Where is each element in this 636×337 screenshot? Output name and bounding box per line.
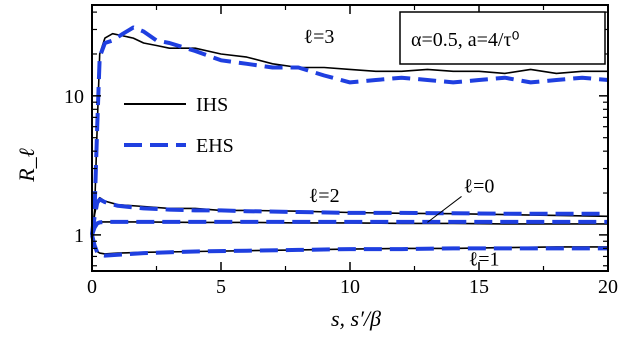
legend: IHS EHS <box>124 94 234 157</box>
series-line-ehs-1 <box>90 25 609 236</box>
curve-label-2: ℓ=0 <box>464 175 495 197</box>
curve-label-1: ℓ=2 <box>309 185 340 207</box>
series-layer <box>90 25 609 258</box>
x-tick-label: 15 <box>469 276 489 298</box>
axes-layer: 0 5 10 15 20 1 10 <box>64 4 618 298</box>
x-tick-label: 0 <box>87 276 97 298</box>
series-line-ihs-0 <box>91 32 608 235</box>
x-tick-label: 20 <box>598 276 618 298</box>
y-tick-label: 1 <box>74 225 84 247</box>
x-tick-label: 5 <box>216 276 226 298</box>
legend-label-ehs: EHS <box>196 135 234 157</box>
series-line-ehs-5 <box>90 219 608 236</box>
series-line-ehs-3 <box>90 197 608 236</box>
series-line-ihs-2 <box>91 196 609 236</box>
legend-label-ihs: IHS <box>196 94 228 116</box>
curve-label-0: ℓ=3 <box>304 26 335 48</box>
curve-label-leader <box>427 196 462 223</box>
parameter-box: α=0.5, a=4/τ⁰ <box>399 11 606 65</box>
annotation-layer: ℓ=3 ℓ=2 ℓ=0 ℓ=1 <box>304 26 500 271</box>
y-axis-title: R_ℓ <box>14 147 39 182</box>
y-tick-label: 10 <box>64 86 84 108</box>
curve-label-3: ℓ=1 <box>469 249 500 271</box>
parameter-text: α=0.5, a=4/τ⁰ <box>411 29 520 51</box>
x-tick-label: 10 <box>340 276 360 298</box>
x-axis-title: s, s′/β <box>331 306 381 331</box>
series-line-ehs-7 <box>90 234 608 258</box>
